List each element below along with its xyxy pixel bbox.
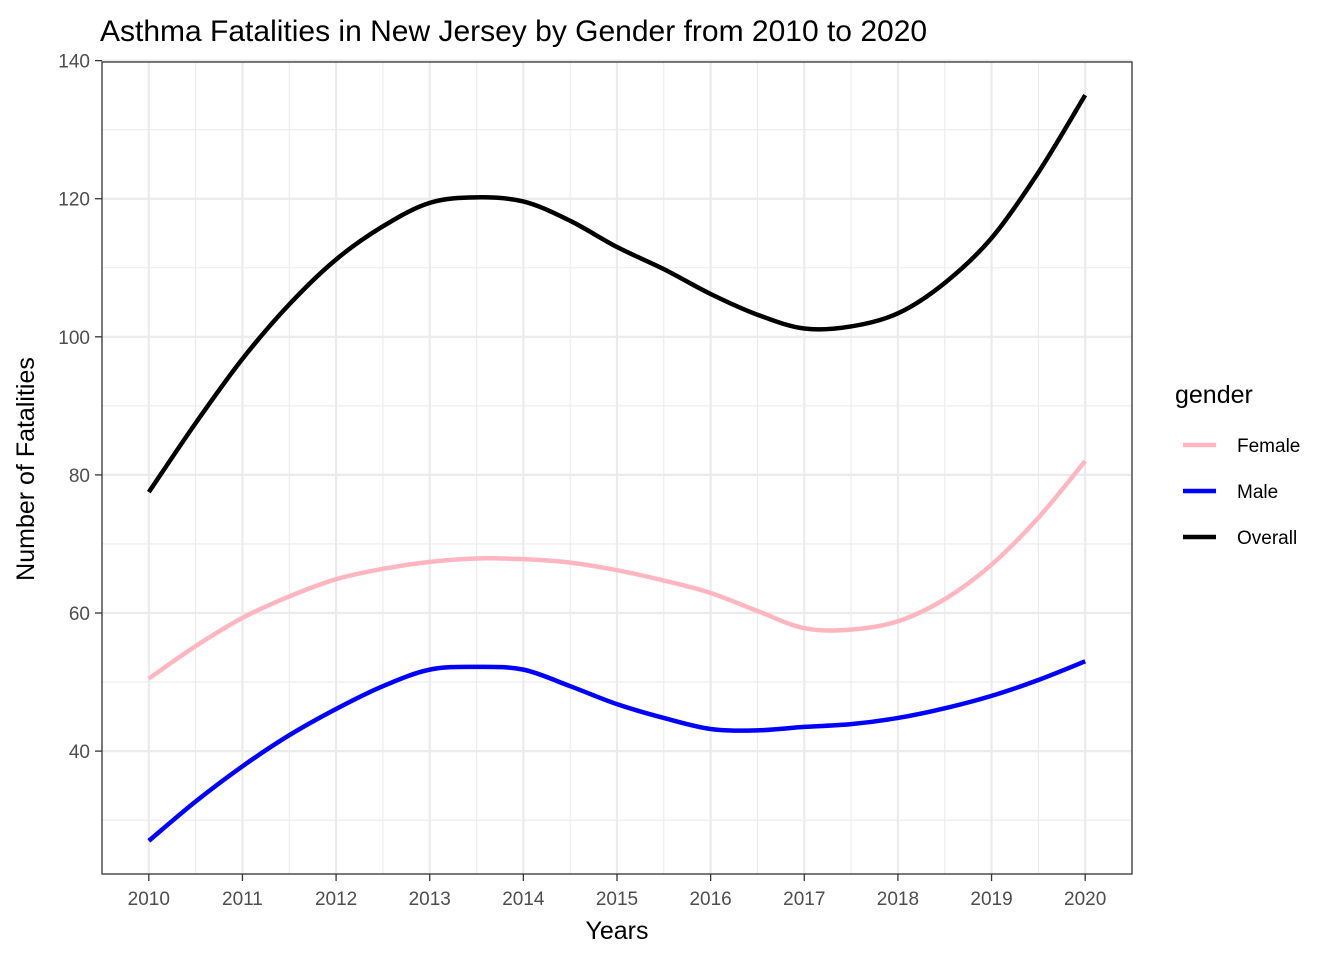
x-axis-title: Years bbox=[585, 917, 648, 945]
x-tick-label: 2012 bbox=[315, 889, 357, 910]
legend-items: Female Male Overall bbox=[1183, 436, 1300, 549]
y-tick-label: 60 bbox=[69, 604, 90, 625]
major-gridlines bbox=[102, 59, 1132, 874]
x-tick-label: 2013 bbox=[409, 889, 451, 910]
y-tick-label: 80 bbox=[69, 466, 90, 487]
x-tick-label: 2014 bbox=[502, 889, 545, 910]
legend-label-female: Female bbox=[1237, 436, 1300, 457]
x-tick-label: 2017 bbox=[783, 889, 825, 910]
x-tick-label: 2019 bbox=[970, 889, 1012, 910]
y-tick-label: 140 bbox=[58, 52, 90, 73]
y-tick-label: 120 bbox=[58, 190, 90, 211]
y-tick-label: 100 bbox=[58, 328, 90, 349]
series-line-overall bbox=[146, 93, 1088, 494]
chart-title: Asthma Fatalities in New Jersey by Gende… bbox=[100, 15, 927, 48]
series-line-male bbox=[147, 659, 1087, 843]
x-tick-label: 2018 bbox=[877, 889, 919, 910]
plot-panel bbox=[101, 59, 1133, 875]
y-axis: 40 60 80 100 120 140 bbox=[58, 52, 102, 763]
x-tick-label: 2015 bbox=[596, 889, 638, 910]
x-tick-label: 2020 bbox=[1064, 889, 1106, 910]
series-line-female bbox=[147, 459, 1087, 681]
legend-label-male: Male bbox=[1237, 482, 1278, 503]
x-tick-label: 2011 bbox=[222, 889, 263, 910]
y-tick-label: 40 bbox=[69, 742, 90, 763]
series-lines bbox=[146, 93, 1088, 843]
x-axis: 2010 2011 2012 2013 2014 2015 2016 2017 2018 2019… bbox=[128, 874, 1106, 910]
legend-title: gender bbox=[1175, 381, 1253, 409]
x-tick-label: 2016 bbox=[689, 889, 731, 910]
x-tick-label: 2010 bbox=[128, 889, 170, 910]
y-axis-title: Number of Fatalities bbox=[12, 357, 40, 581]
legend-label-overall: Overall bbox=[1237, 528, 1297, 549]
legend: gender Female Male Overall bbox=[1175, 381, 1300, 549]
